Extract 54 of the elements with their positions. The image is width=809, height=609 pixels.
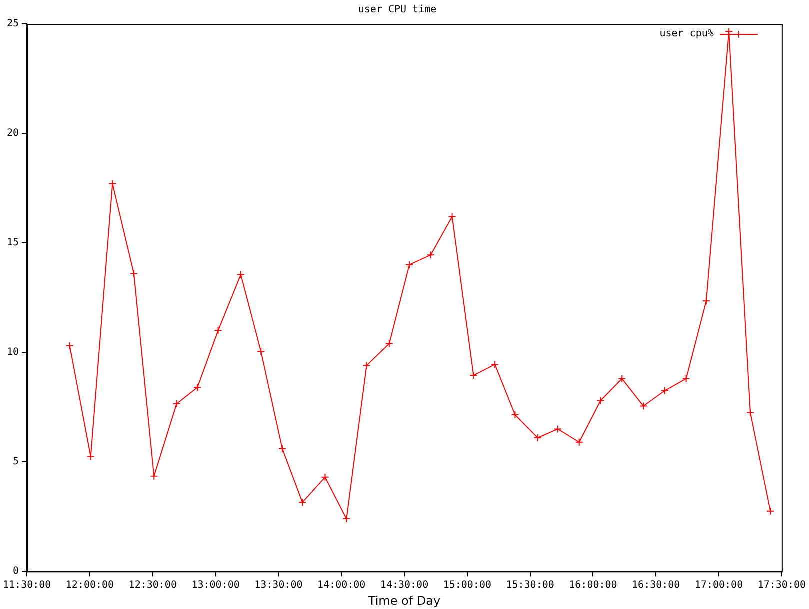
x-tick-label: 15:30:00 bbox=[506, 580, 554, 592]
x-tick-label: 12:30:00 bbox=[128, 580, 177, 592]
y-tick-label: 5 bbox=[13, 456, 20, 468]
x-tick-label: 17:30:00 bbox=[758, 580, 806, 592]
point bbox=[640, 402, 648, 410]
point bbox=[385, 340, 394, 348]
point bbox=[130, 270, 138, 278]
x-tick-label: 14:30:00 bbox=[380, 580, 429, 592]
point bbox=[214, 326, 222, 335]
point bbox=[448, 212, 456, 221]
y-tick-label: 0 bbox=[13, 566, 20, 578]
point bbox=[618, 374, 626, 383]
x-tick-label: 15:00:00 bbox=[443, 580, 492, 592]
point bbox=[257, 347, 266, 356]
x-axis-title: Time of Day bbox=[367, 594, 441, 608]
point bbox=[172, 400, 181, 408]
point bbox=[702, 297, 710, 306]
x-tick-label: 13:00:00 bbox=[192, 580, 240, 592]
point bbox=[575, 438, 584, 446]
y-tick-label: 15 bbox=[7, 238, 20, 249]
point bbox=[150, 472, 158, 480]
point bbox=[321, 473, 330, 482]
x-tick-label: 16:30:00 bbox=[632, 580, 680, 592]
point bbox=[66, 342, 74, 350]
point bbox=[511, 410, 520, 419]
legend-label: user cpu% bbox=[660, 28, 714, 40]
x-tick-label: 11:30:00 bbox=[2, 580, 52, 592]
y-tick-label: 25 bbox=[7, 18, 20, 30]
point bbox=[278, 444, 286, 453]
point bbox=[534, 434, 542, 442]
x-tick-label: 13:30:00 bbox=[254, 580, 303, 592]
point bbox=[491, 360, 500, 369]
point bbox=[108, 180, 117, 188]
y-tick-label: 20 bbox=[7, 128, 20, 140]
point bbox=[766, 507, 775, 516]
point bbox=[426, 251, 435, 260]
point bbox=[682, 374, 690, 383]
x-tick-label: 16:00:00 bbox=[569, 580, 618, 592]
point bbox=[406, 260, 414, 269]
point bbox=[746, 408, 754, 417]
point bbox=[194, 384, 202, 392]
chart-title: user CPU time bbox=[358, 4, 437, 16]
x-tick-label: 14:00:00 bbox=[318, 580, 366, 592]
point bbox=[236, 270, 245, 279]
point bbox=[660, 386, 669, 395]
point bbox=[362, 362, 371, 370]
y-tick-label: 10 bbox=[7, 347, 20, 358]
point bbox=[596, 396, 605, 405]
x-tick-label: 12:00:00 bbox=[66, 580, 114, 592]
point bbox=[470, 372, 478, 380]
point bbox=[298, 498, 307, 507]
x-tick-label: 17:00:00 bbox=[694, 580, 744, 592]
point bbox=[554, 425, 562, 434]
point bbox=[342, 515, 351, 524]
